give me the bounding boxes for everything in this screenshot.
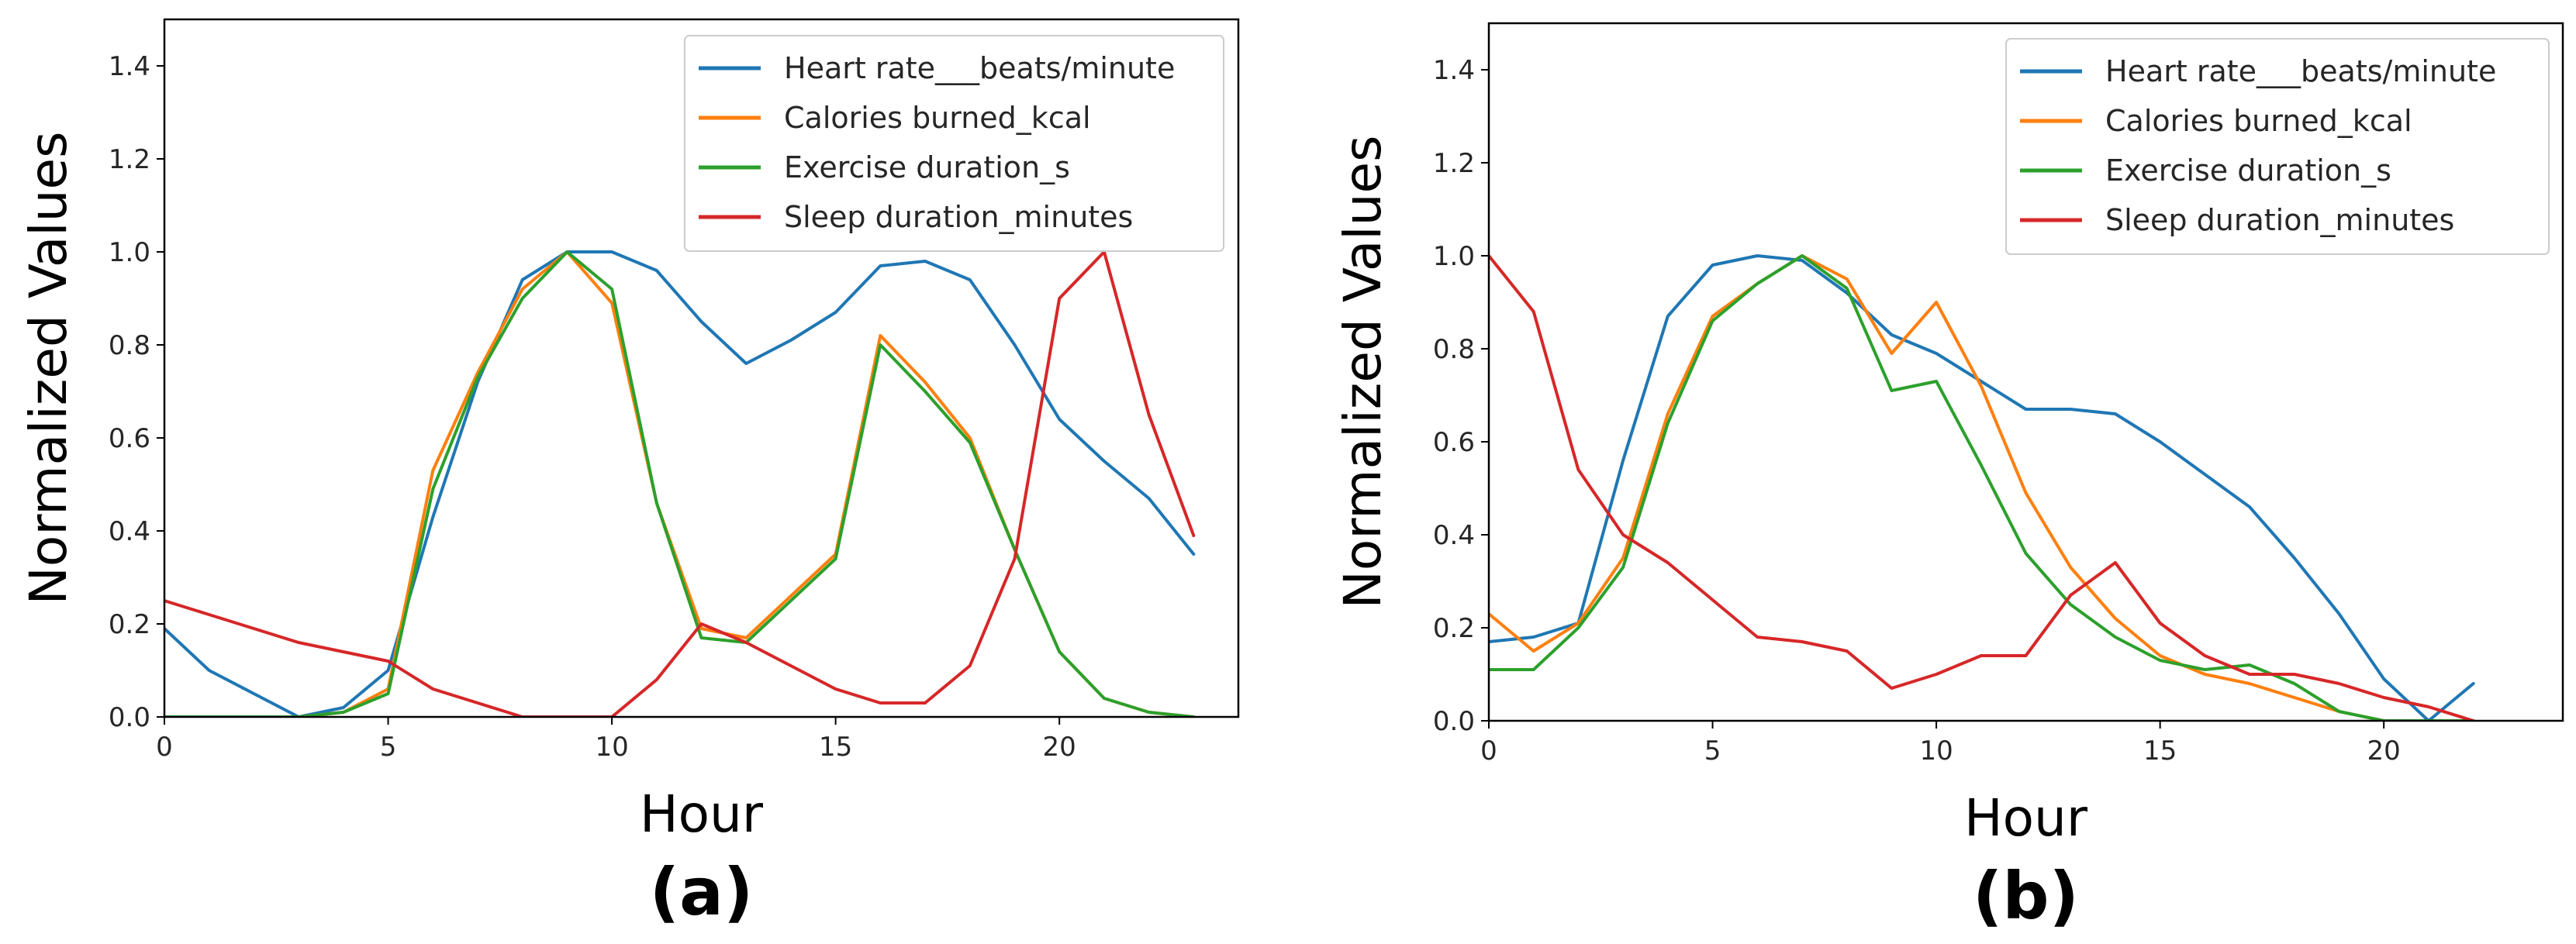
panel-caption: (a) <box>650 854 753 930</box>
legend: Heart rate___beats/minute Calories burned… <box>2005 38 2550 255</box>
y-tick-label: 0.2 <box>1433 613 1475 644</box>
x-tick-label: 20 <box>2367 736 2401 767</box>
x-tick-label: 10 <box>595 732 628 763</box>
series-line-1 <box>1489 254 2475 721</box>
y-tick-label: 1.0 <box>1433 241 1475 272</box>
panel-caption: (b) <box>1973 858 2079 934</box>
series-line-1 <box>164 250 1196 717</box>
y-tick-label: 0.6 <box>1433 427 1475 458</box>
series-lines <box>1489 254 2475 721</box>
y-tick-label: 1.4 <box>1433 55 1475 86</box>
legend-label-1: Heart rate___beats/minute <box>2105 54 2496 88</box>
y-tick-label: 0.8 <box>1433 334 1475 365</box>
chart-panel-b: 0 5 10 15 20 0.0 0.2 0.4 0.6 0.8 1.0 1.2 1.4 Hour Norm… <box>1333 22 2564 934</box>
x-axis-label: Hour <box>1964 788 2088 848</box>
legend-label-4: Sleep duration_minutes <box>784 200 1133 234</box>
x-tick-label: 0 <box>156 732 173 763</box>
x-tick-label: 15 <box>819 732 852 763</box>
x-tick-label: 20 <box>1043 732 1076 763</box>
legend-label-3: Exercise duration_s <box>784 150 1070 184</box>
axes-frame <box>163 18 1240 718</box>
y-axis-label: Normalized Values <box>19 132 78 605</box>
series-line-3 <box>1489 254 2475 721</box>
series-lines <box>164 250 1196 717</box>
x-tick-label: 5 <box>1704 736 1721 767</box>
x-tick-label: 0 <box>1480 736 1497 767</box>
y-tick-label: 0.2 <box>109 609 150 640</box>
y-tick-label: 0.8 <box>109 330 150 361</box>
y-tick-label: 1.2 <box>1433 148 1475 179</box>
x-tick-label: 10 <box>1919 736 1953 767</box>
y-tick-label: 0.0 <box>1433 706 1475 737</box>
y-tick-label: 0.6 <box>109 423 150 454</box>
series-line-4 <box>164 250 1196 717</box>
legend-label-4: Sleep duration_minutes <box>2105 203 2454 237</box>
x-tick-label: 5 <box>380 732 397 763</box>
legend-label-2: Calories burned_kcal <box>2105 104 2412 138</box>
legend-label-3: Exercise duration_s <box>2105 153 2391 188</box>
y-axis-label: Normalized Values <box>1333 136 1393 609</box>
axes-frame <box>1487 22 2564 722</box>
legend-label-1: Heart rate___beats/minute <box>784 51 1175 85</box>
y-tick-label: 0.4 <box>1433 520 1475 551</box>
x-axis-label: Hour <box>640 784 764 844</box>
y-tick-label: 1.4 <box>109 51 150 82</box>
series-line-3 <box>164 250 1196 717</box>
legend-box <box>684 35 1224 252</box>
x-tick-label: 15 <box>2143 736 2177 767</box>
y-tick-label: 0.0 <box>109 702 150 733</box>
legend-label-2: Calories burned_kcal <box>784 101 1091 135</box>
y-tick-label: 1.2 <box>109 144 150 175</box>
legend-box <box>2005 38 2550 255</box>
series-line-4 <box>1489 254 2475 721</box>
series-line-2 <box>1489 254 2475 721</box>
legend: Heart rate___beats/minute Calories burned… <box>684 35 1224 252</box>
y-tick-label: 0.4 <box>109 516 150 547</box>
chart-panel-a: 0 5 10 15 20 0.0 0.2 0.4 0.6 0.8 1.0 1.2 1.4 Hour Norm… <box>19 18 1240 930</box>
y-tick-label: 1.0 <box>109 237 150 268</box>
